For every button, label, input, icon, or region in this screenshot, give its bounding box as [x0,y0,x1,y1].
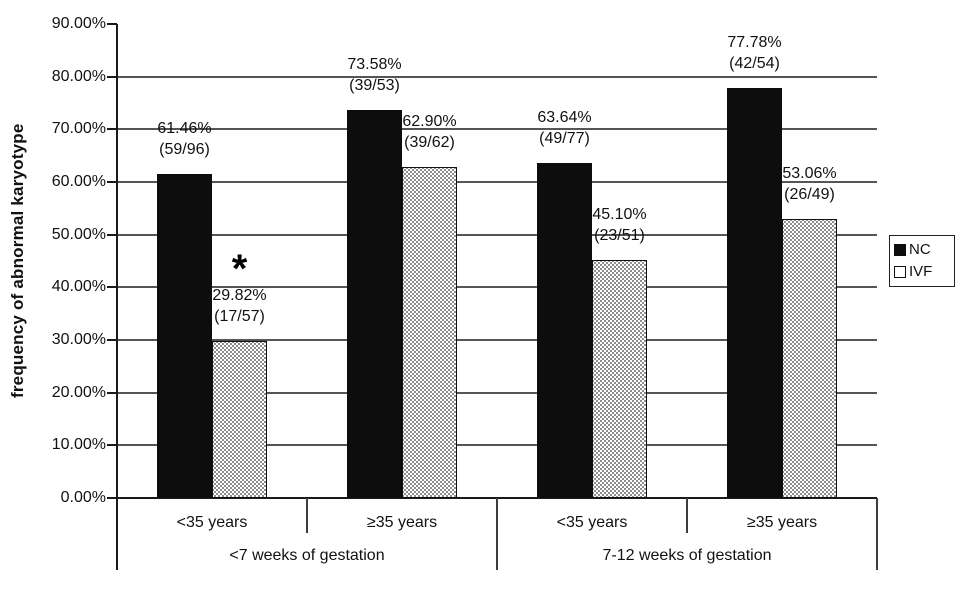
y-axis-tick-label: 70.00% [51,120,106,138]
y-axis-tick-label: 50.00% [51,225,106,243]
gridline [117,75,877,78]
gridline [117,128,877,131]
y-axis-tick-label: 90.00% [51,15,106,32]
category-boundary-line [496,498,498,570]
category-boundary-line [876,498,878,570]
gridline [117,339,877,341]
y-axis-tick [107,286,117,289]
bar-nc [347,110,402,498]
legend-swatch-ivf [894,266,906,278]
y-axis-tick [107,339,117,341]
legend-item-nc: NC [894,242,950,258]
y-axis-tick-label: 10.00% [51,436,106,454]
gridline [117,233,877,236]
y-axis-tick [107,23,117,25]
category-label-age: ≥35 years [746,514,818,531]
category-label-gestation: 7-12 weeks of gestation [602,547,772,564]
bar-ivf [212,340,267,498]
bar-ivf [402,166,457,498]
gridline [117,286,877,289]
bar-nc [157,174,212,498]
legend-label: NC [909,241,931,258]
y-axis-tick [107,391,117,394]
bar-data-label: 45.10% (23/51) [592,206,647,245]
gridline [117,181,877,183]
bar-data-label: 73.58% (39/53) [347,56,402,95]
y-axis-tick [107,233,117,236]
category-label-age: <35 years [556,514,628,531]
category-tick-line [306,498,308,533]
bar-data-label: 62.90% (39/62) [402,112,457,151]
gridline [117,444,877,447]
bar-data-label: 61.46% (59/96) [157,120,212,159]
y-axis-tick [107,128,117,131]
bar-nc [727,88,782,498]
bar-ivf [592,260,647,498]
y-axis-tick-label: 40.00% [51,278,106,296]
bar-nc [537,162,592,498]
bar-data-label: 29.82% (17/57) [212,286,267,325]
y-axis-tick [107,75,117,78]
category-label-gestation: <7 weeks of gestation [229,547,385,564]
y-axis-tick-label: 20.00% [51,383,106,401]
legend-swatch-nc [894,244,906,256]
category-tick-line [686,498,688,533]
bar-data-label: 53.06% (26/49) [782,164,837,203]
y-axis-title: frequency of abnormal karyotype [8,123,27,399]
significance-asterisk: * [231,246,248,291]
y-axis-tick-label: 60.00% [51,173,106,190]
category-label-age: <35 years [176,514,248,531]
legend: NC IVF [889,235,955,287]
y-axis-tick-label: 30.00% [51,331,106,348]
gridline [117,391,877,394]
bar-data-label: 77.78% (42/54) [727,34,782,73]
y-axis-line [115,24,118,570]
y-axis-tick [107,181,117,183]
y-axis-tick [107,444,117,447]
y-axis-tick-label: 80.00% [51,67,106,85]
x-axis-line [107,497,877,499]
bar-data-label: 63.64% (49/77) [537,108,592,147]
bar-ivf [782,218,837,498]
category-label-age: ≥35 years [366,514,438,531]
legend-item-ivf: IVF [894,264,950,280]
legend-label: IVF [909,263,933,280]
y-axis-tick-label: 0.00% [60,489,106,506]
